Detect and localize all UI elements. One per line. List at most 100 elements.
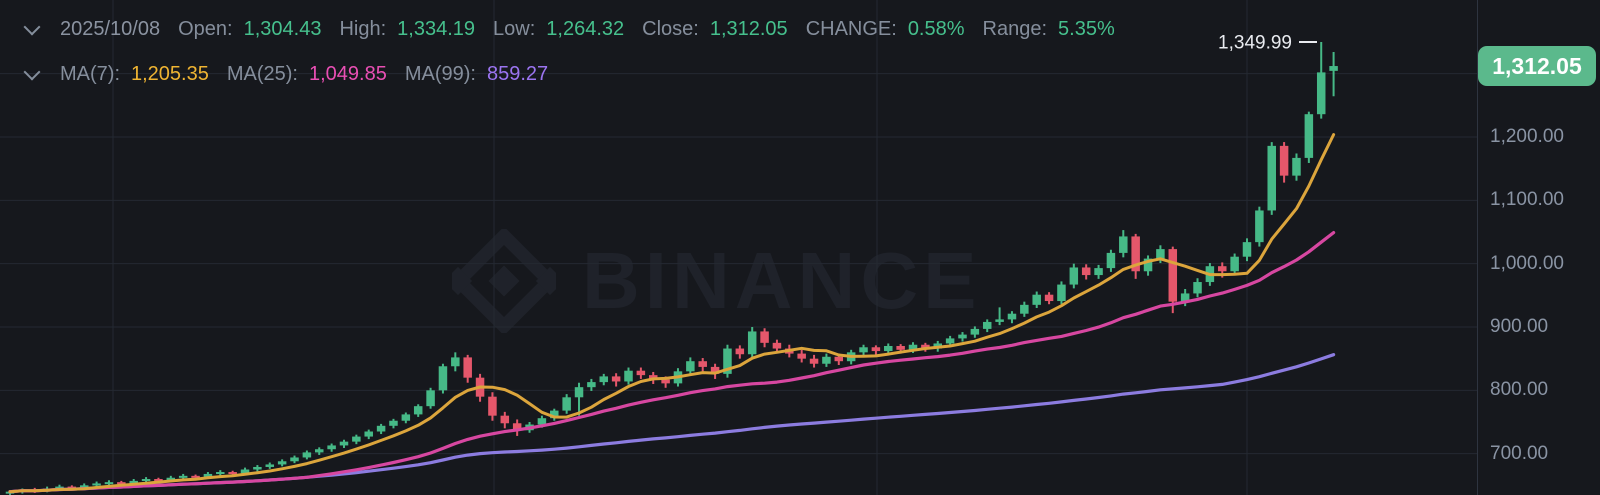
binance-watermark: BINANCE [452, 222, 981, 340]
candle-body [797, 353, 806, 359]
ma-line-25 [8, 231, 1336, 494]
candle-body [92, 483, 101, 486]
range-label: Range: [982, 17, 1048, 40]
candle-body [488, 396, 497, 416]
candle-body [636, 370, 646, 376]
candle-body [79, 485, 89, 488]
ma99-legend: MA(99): 859.27 [405, 63, 548, 86]
high-value: 1,334.19 [397, 17, 476, 40]
price-axis[interactable]: 1,312.05 1,200.00 1,100.00 1,000.00 900.00 8… [1478, 0, 1600, 495]
ohlc-high: High: 1,334.19 [339, 18, 475, 41]
candle-body [1094, 268, 1103, 276]
price-axis-label: 1,000.00 [1490, 252, 1564, 274]
candle-body [1119, 236, 1128, 253]
candle-body [1255, 210, 1264, 243]
candle-body [1032, 294, 1041, 305]
candle-body [723, 348, 732, 374]
ohlc-change: CHANGE: 0.58% [806, 18, 965, 41]
candle-body [1143, 258, 1153, 272]
candle-body [1267, 145, 1276, 211]
candle-body [648, 375, 658, 380]
candle-body [760, 331, 769, 343]
ma25-value: 1,049.85 [308, 62, 387, 85]
candle-body [228, 472, 237, 475]
candle-body [611, 376, 621, 382]
candle-body [1180, 293, 1190, 302]
candle-body [735, 348, 745, 355]
candle-body [686, 361, 695, 372]
candle-body [550, 410, 559, 419]
candle-body [834, 356, 844, 362]
candle-body [1081, 267, 1091, 276]
chevron-down-icon[interactable] [23, 63, 41, 80]
candle-body [1069, 267, 1079, 285]
last-price-badge: 1,312.05 [1478, 46, 1596, 87]
candle-body [191, 475, 200, 478]
candle-body [921, 344, 930, 349]
price-axis-label: 800.00 [1490, 379, 1549, 401]
candle-body [822, 356, 831, 364]
ma7-value: 1,205.35 [131, 62, 209, 85]
candle-body [216, 472, 225, 475]
candle-body [908, 344, 918, 350]
candle-body [562, 397, 571, 411]
price-axis-label: 700.00 [1490, 442, 1549, 464]
candle-body [1020, 304, 1029, 314]
candle-body [1292, 157, 1301, 176]
candle-body [945, 338, 955, 344]
candle-body [339, 441, 349, 446]
candle-body [871, 347, 881, 352]
binance-watermark-text: BINANCE [582, 236, 982, 325]
candle-body [970, 328, 980, 335]
chevron-down-icon[interactable] [23, 18, 41, 35]
candle-body [413, 406, 423, 415]
candle-body [141, 479, 151, 482]
candle-body [265, 464, 275, 467]
candle-body [1304, 114, 1314, 158]
high-label: High: [339, 17, 387, 40]
candle-body [364, 431, 373, 437]
candle-body [958, 334, 967, 339]
ohlc-low: Low: 1,264.32 [493, 18, 624, 41]
candle-body [698, 361, 707, 367]
price-axis-label: 1,200.00 [1490, 126, 1564, 147]
candle-body [710, 366, 720, 374]
candle-body [401, 414, 411, 421]
candle-body [302, 452, 312, 458]
price-axis-label: 1,100.00 [1490, 189, 1564, 211]
candle-body [253, 466, 262, 470]
candle-body [1007, 313, 1017, 320]
ohlc-range: Range: 5.35% [983, 18, 1115, 41]
candle-body [1131, 236, 1140, 272]
ma99-value: 859.27 [486, 62, 549, 85]
candle-body [376, 425, 386, 432]
ohlc-close: Close: 1,312.05 [642, 18, 788, 41]
candle-body [129, 480, 138, 484]
candle-body [884, 346, 893, 352]
candle-body [55, 486, 64, 489]
candle-body [500, 415, 510, 424]
candle-body [574, 387, 584, 398]
candle-body [178, 475, 188, 478]
candle-body [809, 358, 819, 364]
candle-body [166, 477, 176, 481]
close-value: 1,312.05 [709, 17, 788, 40]
ma99-label: MA(99): [404, 62, 476, 85]
candle-body [203, 473, 213, 478]
candle-body [240, 469, 250, 474]
ma-line-99 [8, 353, 1336, 494]
candle-body [661, 379, 670, 384]
ohlc-open: Open: 1,304.43 [178, 18, 321, 41]
ma7-label: MA(7): [60, 62, 120, 85]
ma25-label: MA(25): [226, 62, 298, 85]
candle-body [1193, 282, 1202, 294]
candle-body [1279, 145, 1289, 176]
open-label: Open: [178, 17, 233, 40]
candle-body [982, 321, 992, 329]
candle-body [995, 319, 1004, 322]
ma25-legend: MA(25): 1,049.85 [227, 63, 387, 86]
range-value: 5.35% [1058, 17, 1115, 40]
candle-body [426, 390, 435, 407]
